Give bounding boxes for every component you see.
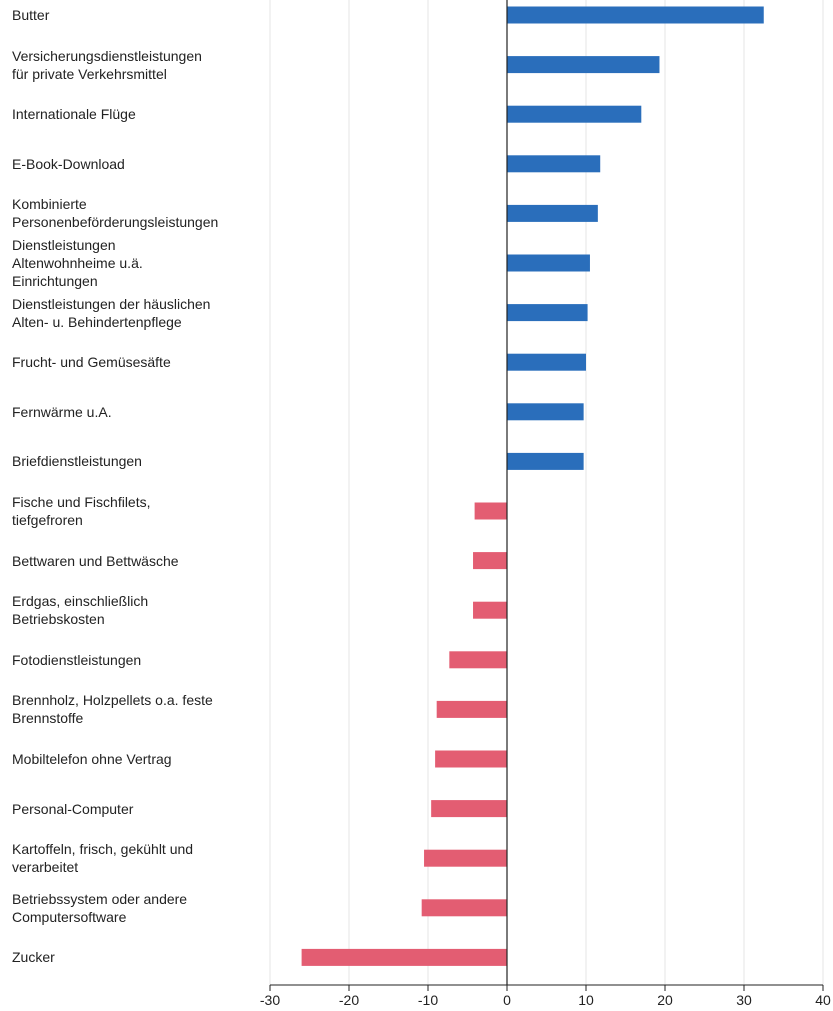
category-label: Dienstleistungen Altenwohnheime u.ä. Ein… [12,236,262,290]
category-label: Dienstleistungen der häuslichen Alten- u… [12,295,262,331]
bar [507,354,586,371]
bar [473,552,507,569]
category-label: Fernwärme u.A. [12,403,262,421]
category-label: Brennholz, Holzpellets o.a. feste Brenns… [12,691,262,727]
category-label: Bettwaren und Bettwäsche [12,552,262,570]
bar [507,304,588,321]
x-tick-label: -30 [250,992,290,1008]
category-label: Briefdienstleistungen [12,452,262,470]
category-label: Butter [12,6,262,24]
bar [507,403,584,420]
category-label: Kombinierte Personenbeförderungsleistung… [12,195,262,231]
x-tick-label: 20 [645,992,685,1008]
bar [507,155,600,172]
x-tick-label: -20 [329,992,369,1008]
bar [435,751,507,768]
category-label: Erdgas, einschließlich Betriebskosten [12,592,262,628]
bar [507,255,590,272]
x-tick-label: -10 [408,992,448,1008]
bar [507,453,584,470]
category-label: Fische und Fischfilets, tiefgefroren [12,493,262,529]
category-label: Versicherungsdienstleistungen für privat… [12,47,262,83]
bar [449,651,507,668]
bar [437,701,507,718]
category-label: Zucker [12,948,262,966]
x-tick-label: 30 [724,992,764,1008]
category-label: Betriebssystem oder andere Computersoftw… [12,890,262,926]
x-tick-label: 40 [803,992,833,1008]
bar [424,850,507,867]
category-label: Fotodienstleistungen [12,651,262,669]
grid-lines [270,0,823,985]
bar [507,205,598,222]
category-label: Internationale Flüge [12,105,262,123]
category-label: Personal-Computer [12,800,262,818]
category-label: Frucht- und Gemüsesäfte [12,353,262,371]
category-label: Kartoffeln, frisch, gekühlt und verarbei… [12,840,262,876]
bar [302,949,507,966]
bar [431,800,507,817]
bar [475,503,507,520]
x-axis [270,0,823,991]
bar [473,602,507,619]
bar [507,56,659,73]
bar [507,106,641,123]
category-label: Mobiltelefon ohne Vertrag [12,750,262,768]
x-tick-label: 10 [566,992,606,1008]
bar [507,7,764,24]
bar [422,899,507,916]
bars [302,7,764,966]
category-label: E-Book-Download [12,155,262,173]
x-tick-label: 0 [487,992,527,1008]
